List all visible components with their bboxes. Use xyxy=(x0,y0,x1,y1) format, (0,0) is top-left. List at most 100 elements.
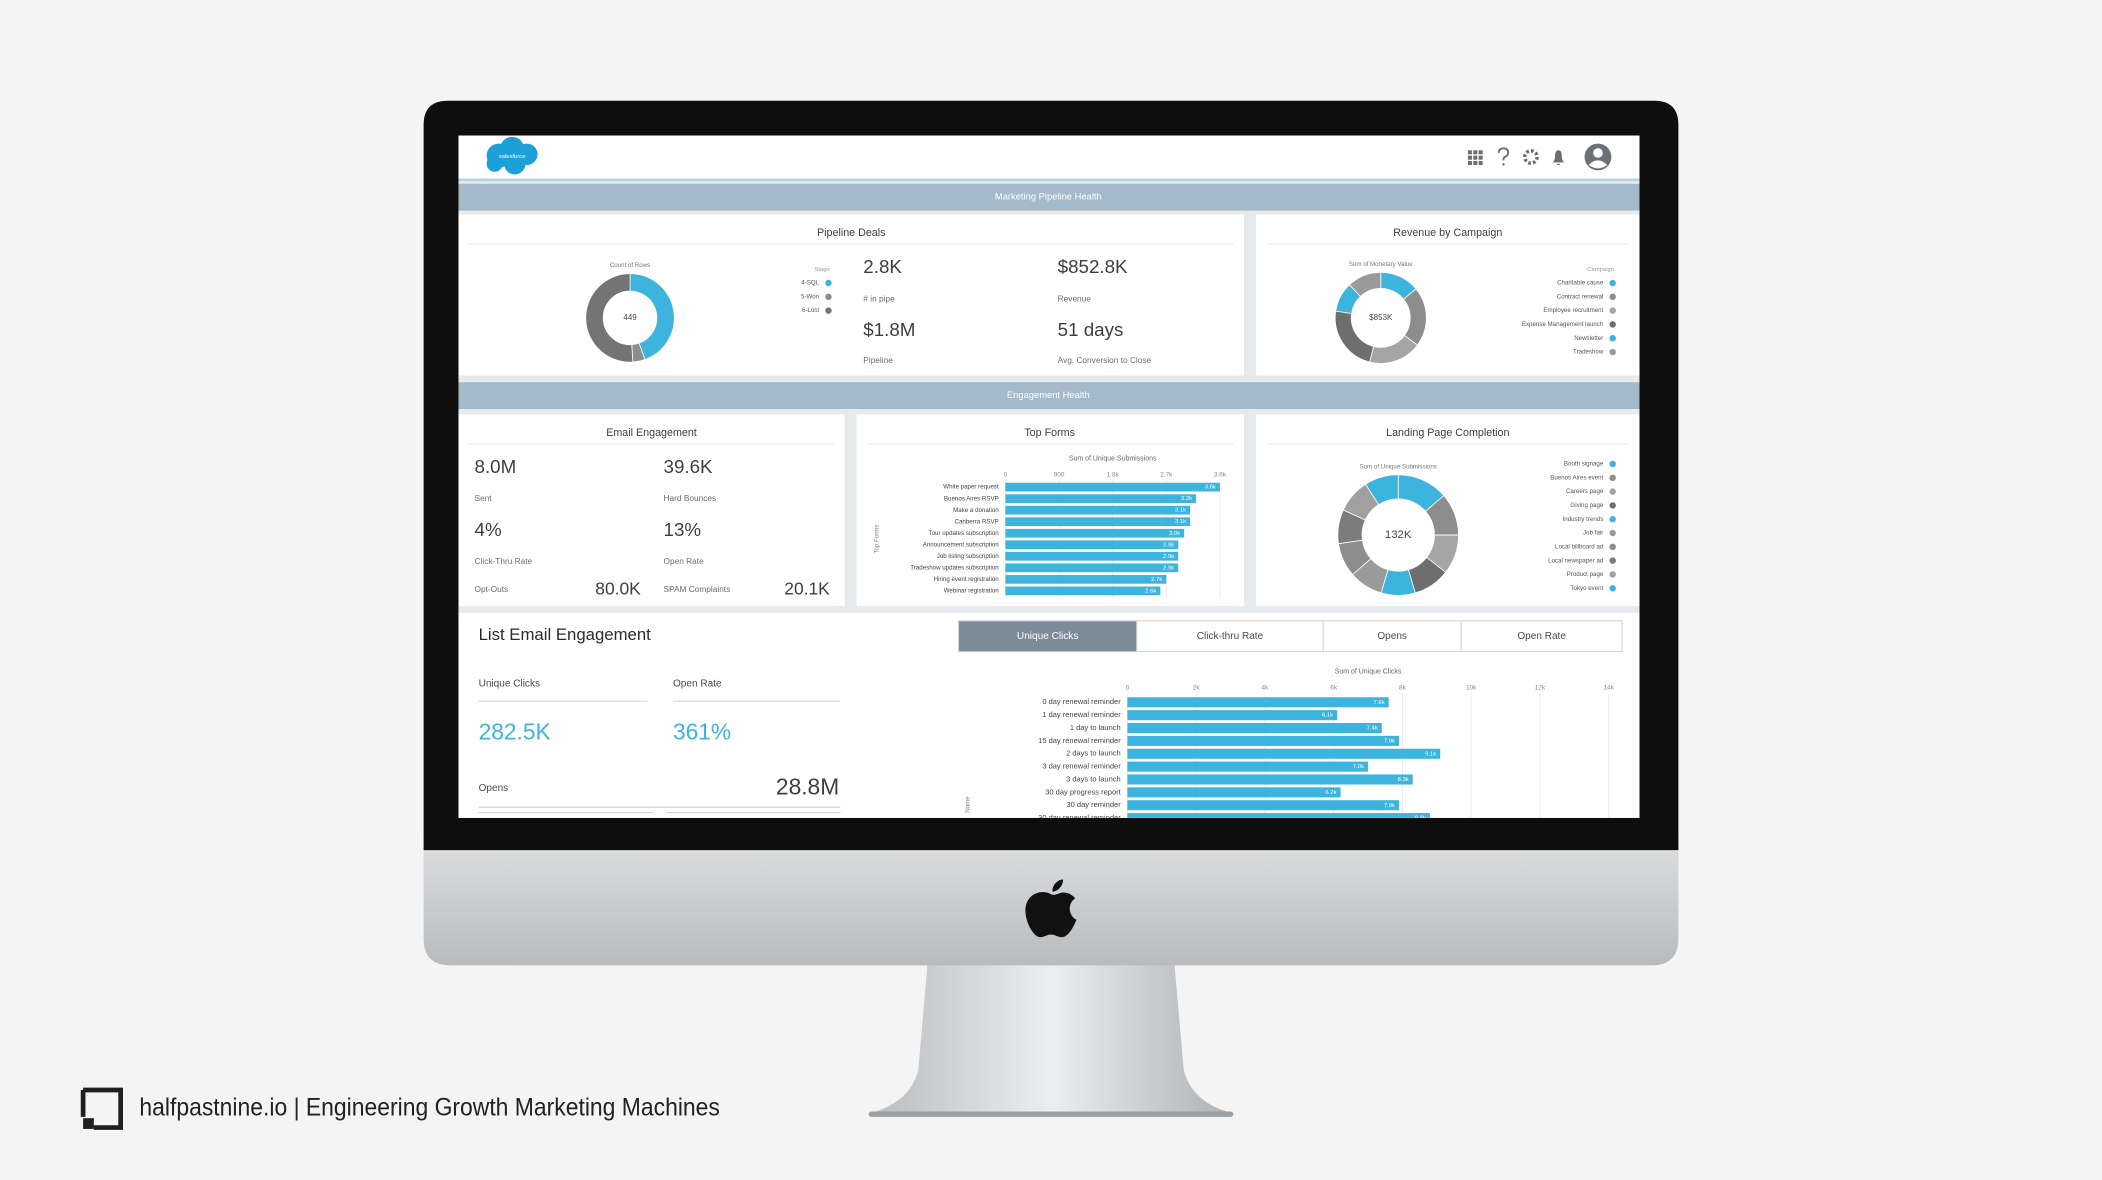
bar-value-label: 2.7k xyxy=(1151,577,1162,583)
metric-rules xyxy=(478,700,841,814)
legend-label: Job fair xyxy=(1583,530,1603,537)
bar xyxy=(1005,563,1179,573)
y-tick-label: Webinar registration xyxy=(944,587,1000,594)
bar-value-label: 2.6k xyxy=(1145,588,1156,594)
bar-value-label: 6.1k xyxy=(1322,713,1333,719)
bar-value-label: 3.1k xyxy=(1175,508,1186,514)
metric-value: 361% xyxy=(673,718,731,744)
metric-value: 8.0M xyxy=(475,456,517,477)
panel-title: Pipeline Deals xyxy=(817,227,886,239)
legend-swatch xyxy=(1609,585,1616,592)
legend-label: Tradeshow xyxy=(1573,349,1604,356)
bar-value-label: 8.8k xyxy=(1415,816,1426,822)
legend-label: Careers page xyxy=(1566,488,1604,495)
metric-value: 2.8K xyxy=(863,256,902,277)
x-tick-label: 3.6k xyxy=(1214,471,1227,478)
metric-label: # in pipe xyxy=(863,293,895,303)
y-tick-label: 30 day progress report xyxy=(1045,787,1121,796)
legend-label: Employee recruitment xyxy=(1543,307,1603,314)
top-bar-rule xyxy=(458,178,1640,182)
donut-slice xyxy=(585,273,634,363)
metric-value: 4% xyxy=(475,519,502,540)
x-tick-label: 900 xyxy=(1054,471,1065,478)
legend-label: Contract renewal xyxy=(1557,293,1604,300)
metric-value: 282.5K xyxy=(479,718,551,744)
bar xyxy=(1127,800,1399,811)
header-icons[interactable] xyxy=(1467,143,1612,171)
legend-title: Stage xyxy=(814,267,829,273)
bar-value-label: 9.1k xyxy=(1425,751,1436,757)
metric-label: Pipeline xyxy=(863,355,893,365)
legend-label: Booth signage xyxy=(1564,461,1604,468)
x-tick-label: 0 xyxy=(1126,685,1130,692)
tab-label[interactable]: Unique Clicks xyxy=(1017,631,1078,642)
bar xyxy=(1127,722,1382,734)
legend-swatch xyxy=(1609,516,1616,523)
x-tick-label: 12k xyxy=(1535,685,1546,692)
legend-swatch xyxy=(1609,293,1616,301)
legend-label: Tokyo event xyxy=(1570,585,1603,592)
legend-swatch xyxy=(825,293,832,301)
y-tick-label: Tradeshow updates subscription xyxy=(910,564,999,571)
legend-swatch xyxy=(1609,279,1616,287)
legend-label: Buenos Aires event xyxy=(1550,474,1603,481)
bar-value-label: 3.1k xyxy=(1175,519,1186,525)
bar-value-label: 2.9k xyxy=(1163,554,1174,560)
tab-label[interactable]: Click-thru Rate xyxy=(1197,631,1264,642)
legend-swatch xyxy=(1609,488,1616,495)
x-tick-label: 6k xyxy=(1330,685,1338,692)
bar xyxy=(1005,574,1167,584)
x-tick-label: 2k xyxy=(1193,685,1201,692)
donut-center-label: 449 xyxy=(623,313,637,322)
bar xyxy=(1005,551,1179,561)
bar xyxy=(1127,748,1441,759)
help-icon-dot[interactable] xyxy=(1502,163,1505,166)
legend-label: Charitable cause xyxy=(1557,280,1604,287)
metric-label: Hard Bounces xyxy=(664,493,717,503)
y-tick-label: White paper request xyxy=(943,484,999,491)
y-axis-title: Name xyxy=(965,796,972,813)
legend-swatch xyxy=(1609,348,1616,356)
y-tick-label: 1 day renewal reminder xyxy=(1042,710,1121,719)
donut-slice xyxy=(629,273,675,361)
legend-swatch xyxy=(1609,571,1616,578)
panel-title: List Email Engagement xyxy=(479,625,652,644)
legend-swatch xyxy=(1609,335,1616,342)
y-tick-label: 0 day renewal reminder xyxy=(1042,697,1121,706)
bar-value-label: 7.0k xyxy=(1353,764,1364,770)
legend-swatch xyxy=(1609,307,1616,314)
y-tick-label: Hiring event registration xyxy=(934,576,1000,583)
bar xyxy=(1127,761,1369,772)
tab-label[interactable]: Opens xyxy=(1377,631,1407,642)
metric-label: Open Rate xyxy=(673,678,722,689)
footer-logo xyxy=(80,1087,123,1130)
panel-title: Top Forms xyxy=(1024,427,1075,439)
avatar-body xyxy=(1588,160,1608,169)
x-tick-label: 14k xyxy=(1603,685,1614,692)
legend-label: Industry trends xyxy=(1563,516,1604,523)
panel-title: Email Engagement xyxy=(606,427,697,439)
metric-value: 51 days xyxy=(1058,319,1124,340)
apple-logo xyxy=(1025,879,1077,938)
legend-label: Expense Management launch xyxy=(1522,321,1604,328)
tab[interactable] xyxy=(1460,620,1623,653)
tab-label[interactable]: Open Rate xyxy=(1517,631,1566,642)
metric-label: Sent xyxy=(475,493,493,503)
y-tick-label: 3 days to launch xyxy=(1066,774,1121,783)
donut-center-label: 132K xyxy=(1385,529,1412,541)
y-tick-label: 30 day reminder xyxy=(1067,800,1122,809)
settings-icon[interactable] xyxy=(1523,149,1539,165)
bar xyxy=(1127,710,1338,721)
metric-label: Opens xyxy=(479,783,509,794)
metric-label: Opt-Outs xyxy=(475,584,509,594)
app-launcher-icon[interactable] xyxy=(1467,150,1483,166)
monitor-stand xyxy=(871,962,1231,1113)
section-bar xyxy=(458,382,1640,410)
bar-value-label: 3.0k xyxy=(1169,531,1180,537)
metric-value: 28.8M xyxy=(776,773,839,799)
notifications-icon[interactable] xyxy=(1552,150,1565,166)
donut-slice xyxy=(1348,271,1382,298)
legend-swatch xyxy=(825,279,832,287)
help-icon[interactable] xyxy=(1497,147,1510,161)
